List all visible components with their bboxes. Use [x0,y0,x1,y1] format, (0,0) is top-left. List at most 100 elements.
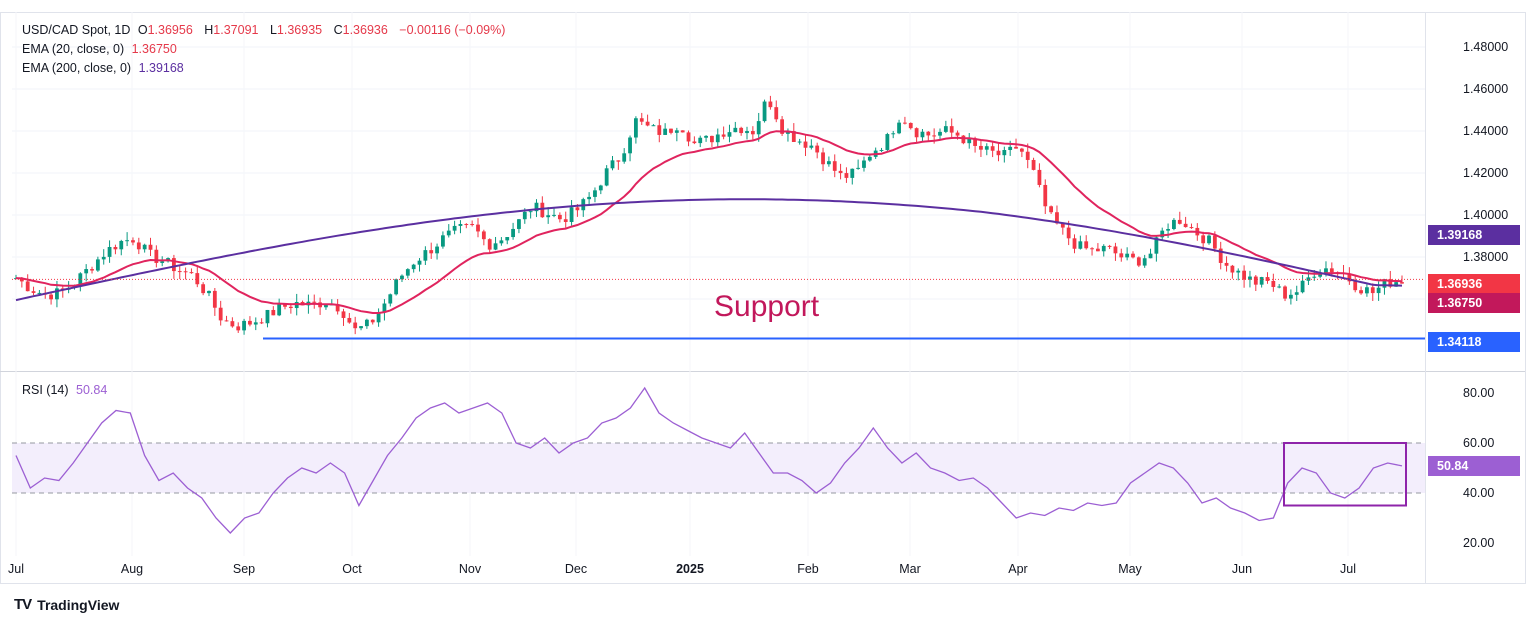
candle-body [95,259,100,271]
candle-body [78,273,83,286]
candle-body [271,309,276,316]
ohlc-legend: USD/CAD Spot, 1D O1.36956 H1.37091 L1.36… [22,23,509,37]
time-tick-label: 2025 [676,562,704,576]
candle-body [1025,151,1030,160]
time-tick-label: Apr [1008,562,1027,576]
rsi-value-badge: 50.84 [1428,456,1520,476]
candle-body [552,214,556,216]
candle-body [148,244,153,250]
candle-body [476,224,480,232]
last-price-badge: 1.36936 [1428,274,1520,294]
candle-body [1160,230,1165,238]
candle-body [171,258,176,272]
candle-body [55,288,59,300]
candle-body [230,321,235,327]
candle-body [101,256,106,260]
candle-body [1347,274,1352,282]
ema200-label: EMA (200, close, 0) [22,61,132,75]
candle-body [739,127,744,134]
candle-body [598,185,603,191]
candle-body [1236,270,1241,273]
candle-body [248,320,252,325]
candle-body [1283,286,1287,299]
candle-body [189,272,194,274]
candle-body [593,190,597,197]
candle-body [1265,277,1270,281]
candle-body [850,168,855,178]
candle-body [1031,159,1036,170]
candle-body [505,237,510,241]
candle-body [721,134,726,137]
time-tick-label: Jul [8,562,24,576]
candle-body [1049,206,1054,213]
candle-body [277,303,282,316]
candle-body [663,128,668,135]
candle-body [1294,292,1299,295]
candle-body [557,214,562,220]
candle-body [37,292,42,294]
ema200-value: 1.39168 [138,61,184,75]
candle-body [534,202,539,212]
candle-body [903,122,907,124]
candle-body [125,240,130,242]
candle-body [1002,150,1007,156]
candle-body [522,211,527,220]
rsi-tick-label: 40.00 [1463,486,1494,500]
candle-body [943,126,948,132]
candle-body [253,322,258,325]
candle-body [745,131,749,134]
candle-body [1084,241,1089,249]
candle-body [242,320,246,331]
price-tick-label: 1.48000 [1463,40,1508,54]
candle-body [932,135,937,137]
low-value: 1.36935 [276,23,323,37]
candle-body [136,242,141,250]
candle-body [1353,281,1358,291]
candle-body [1107,245,1112,247]
candle-body [347,317,352,323]
candle-body [1318,274,1323,277]
open-value: 1.36956 [147,23,193,37]
candle-body [674,130,679,133]
candle-body [1055,212,1059,224]
candle-body [879,149,884,151]
price-tick-label: 1.38000 [1463,250,1508,264]
candle-body [1189,227,1194,229]
candle-body [470,224,475,226]
candle-body [1218,248,1223,263]
candle-body [891,133,896,135]
candle-body [84,269,89,274]
candle-body [265,309,270,324]
candle-body [1119,253,1124,258]
candle-body [704,135,708,138]
candle-body [1388,279,1393,287]
tradingview-logo[interactable]: TV TradingView [14,596,119,613]
candle-body [692,141,697,144]
candle-body [464,224,469,226]
candle-body [587,196,592,200]
tradingview-logo-icon: TV [14,596,32,613]
candle-body [382,303,387,313]
time-tick-label: Nov [459,562,482,576]
candle-body [867,156,872,161]
candle-body [990,146,995,151]
candle-body [1382,279,1387,288]
candle-body [1312,276,1317,278]
candle-body [25,281,30,292]
candle-body [493,243,498,250]
candle-body [967,138,972,144]
candle-body [1008,146,1013,151]
candle-body [1066,227,1071,239]
candle-body [1212,235,1217,249]
time-tick-label: Aug [121,562,143,576]
candle-body [622,153,627,162]
candle-body [1125,253,1130,258]
candle-body [979,145,983,150]
candle-body [160,261,165,263]
price-tick-label: 1.44000 [1463,124,1508,138]
candle-body [107,247,112,257]
candle-body [803,141,808,148]
candle-body [680,130,685,133]
candle-body [1253,276,1258,285]
